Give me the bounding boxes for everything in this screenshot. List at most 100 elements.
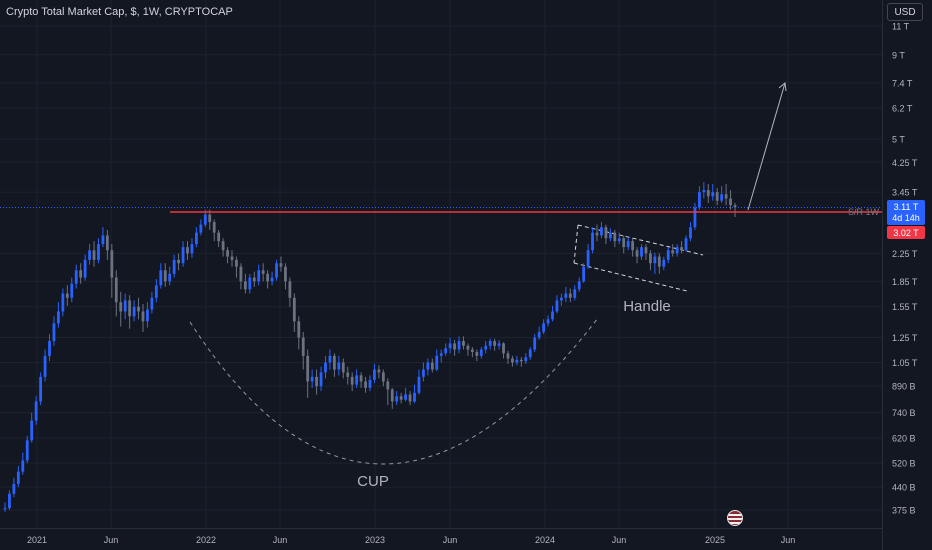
price-axis[interactable]: 11 T 9 T 7.4 T 6.2 T 5 T 4.25 T 3.45 T 2.25 T 1.… [882, 0, 926, 550]
candle-body [8, 493, 11, 509]
candle-body [114, 277, 118, 303]
candle [288, 277, 292, 307]
candle [595, 224, 599, 242]
candle [680, 241, 683, 254]
candle [30, 412, 34, 443]
currency-button[interactable]: USD [887, 3, 923, 21]
y-tick-label: 9 T [892, 50, 905, 60]
candle [195, 227, 198, 248]
candle-body [439, 353, 443, 356]
candle-body [239, 266, 243, 282]
candle-body [729, 198, 732, 206]
candle-body [217, 232, 221, 242]
candle-body [720, 194, 724, 201]
candle [666, 247, 670, 264]
candle [301, 331, 305, 370]
candle-body [332, 355, 336, 370]
candle [399, 392, 403, 404]
candle [577, 277, 581, 292]
candle [123, 293, 127, 320]
candle-body [16, 471, 20, 484]
y-tick-label: 1.55 T [892, 302, 918, 312]
candle [560, 293, 563, 306]
candle [693, 202, 697, 230]
candle [555, 295, 559, 314]
candle-body [653, 256, 657, 264]
candle [635, 247, 639, 264]
candle-body [533, 337, 537, 350]
candle-body [702, 190, 706, 193]
candle-body [662, 259, 666, 267]
candle [453, 339, 456, 356]
time-axis[interactable]: 2021 Jun 2022 Jun 2023 Jun 2024 Jun 2025 Jun [0, 528, 882, 546]
candle [310, 369, 314, 388]
candle [519, 357, 523, 367]
candle [279, 256, 283, 272]
candle-body [475, 352, 479, 356]
candle [25, 435, 29, 464]
candle-body [546, 319, 550, 324]
candle-body [399, 396, 403, 400]
candle-body [573, 289, 577, 298]
candle-body [79, 270, 83, 278]
candle-body [97, 244, 100, 260]
candle [97, 238, 100, 264]
candle [137, 297, 140, 320]
candle-body [582, 266, 586, 282]
y-tick-label: 740 B [892, 408, 916, 418]
candle [404, 387, 408, 402]
candle [546, 315, 550, 327]
candle-body [310, 376, 314, 382]
candle [368, 375, 372, 392]
candle-body [221, 241, 225, 251]
price-badge-countdown: 4d 14h [892, 213, 920, 223]
candle [542, 319, 545, 335]
candle [168, 266, 172, 286]
candle [74, 264, 78, 289]
candle-body [212, 222, 216, 233]
candle-body [203, 214, 207, 225]
x-tick-label: 2024 [535, 535, 555, 545]
candle [248, 273, 252, 294]
candle [515, 355, 519, 366]
candle [34, 396, 38, 425]
candle [631, 238, 635, 257]
candle [640, 244, 643, 260]
candle [608, 228, 612, 242]
y-tick-label: 1.85 T [892, 277, 918, 287]
candle [484, 341, 488, 354]
candle-body [70, 283, 74, 298]
candle [604, 224, 608, 245]
candle [524, 353, 528, 364]
candle [114, 270, 118, 317]
candle [275, 259, 278, 281]
candle-body [724, 194, 728, 199]
candle-body [448, 343, 452, 349]
y-tick-label: 375 B [892, 506, 916, 516]
resistance-badge-value: 3.02 T [893, 228, 919, 238]
candle [711, 184, 715, 201]
candle-body [43, 355, 47, 377]
candle-body [57, 311, 60, 324]
candle-body [141, 311, 145, 322]
us-flag-icon[interactable] [727, 510, 743, 526]
candle-body [101, 235, 105, 245]
candle [141, 303, 145, 332]
candle [261, 263, 265, 282]
candle [21, 452, 25, 475]
candle [154, 279, 158, 303]
candle-body [65, 293, 69, 298]
candle-body [577, 281, 581, 290]
candle-body [252, 277, 256, 282]
candle [470, 347, 474, 358]
candle-body [30, 420, 34, 441]
candle [235, 256, 238, 278]
candle-body [288, 281, 292, 298]
candle [221, 238, 225, 257]
y-tick-label: 2.25 T [892, 249, 918, 259]
candle-body [466, 345, 470, 350]
x-tick-label: Jun [781, 535, 796, 545]
candle-body [479, 349, 483, 356]
candle-body [48, 341, 51, 356]
